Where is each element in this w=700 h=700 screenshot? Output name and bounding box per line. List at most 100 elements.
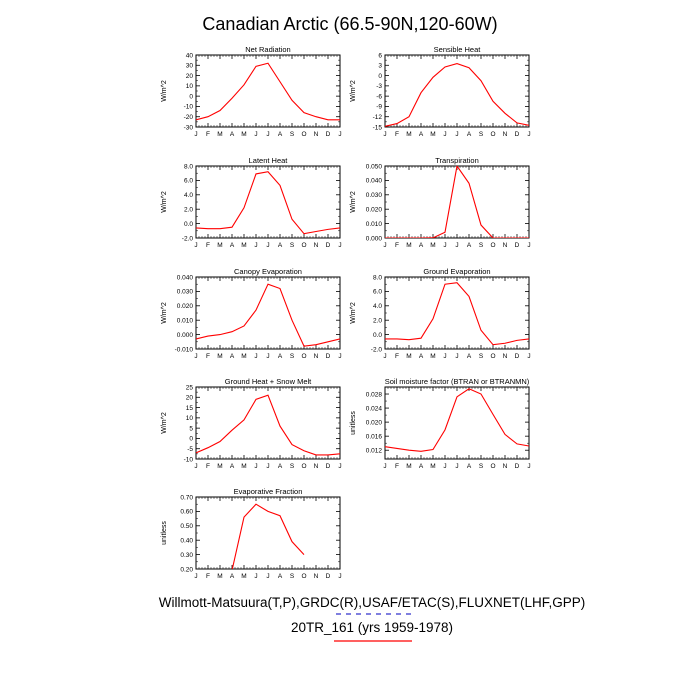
x-tick-label: J bbox=[254, 353, 257, 360]
y-axis-label: W/m^2 bbox=[350, 302, 357, 324]
y-tick-label: -10 bbox=[184, 456, 194, 463]
x-tick-label: M bbox=[241, 353, 246, 360]
x-tick-label: S bbox=[290, 242, 295, 249]
x-tick-label: D bbox=[515, 463, 520, 470]
x-tick-label: J bbox=[455, 131, 458, 138]
x-tick-label: J bbox=[383, 353, 386, 360]
y-tick-label: 6.0 bbox=[184, 178, 193, 185]
x-tick-label: M bbox=[406, 131, 411, 138]
y-tick-label: -6 bbox=[376, 93, 382, 100]
x-tick-label: J bbox=[338, 131, 341, 138]
x-tick-label: M bbox=[217, 131, 222, 138]
x-tick-label: D bbox=[515, 353, 520, 360]
plot-frame bbox=[195, 276, 341, 350]
y-tick-label: 0.040 bbox=[177, 274, 194, 281]
x-tick-label: F bbox=[395, 131, 399, 138]
x-tick-label: A bbox=[230, 131, 235, 138]
x-tick-label: A bbox=[467, 353, 472, 360]
y-tick-label: 8.0 bbox=[184, 163, 193, 170]
y-tick-label: 0.020 bbox=[366, 207, 383, 214]
plot-frame bbox=[384, 276, 530, 350]
x-tick-label: M bbox=[217, 242, 222, 249]
x-tick-label: J bbox=[338, 242, 341, 249]
x-tick-label: A bbox=[419, 131, 424, 138]
y-tick-label: 40 bbox=[186, 52, 194, 59]
plot-frame bbox=[384, 54, 530, 128]
y-tick-label: 5 bbox=[189, 425, 193, 432]
y-tick-label: 0.40 bbox=[180, 538, 193, 545]
y-tick-label: 3 bbox=[378, 63, 382, 70]
x-tick-label: J bbox=[266, 573, 269, 580]
x-tick-label: J bbox=[455, 242, 458, 249]
panel-title: Ground Evaporation bbox=[423, 267, 490, 276]
y-tick-label: 25 bbox=[186, 384, 194, 391]
panel-title: Ground Heat + Snow Melt bbox=[225, 377, 312, 386]
x-tick-label: J bbox=[266, 242, 269, 249]
y-tick-label: 0.050 bbox=[366, 163, 383, 170]
x-tick-label: N bbox=[503, 353, 508, 360]
y-axis-label: W/m^2 bbox=[161, 191, 168, 213]
y-tick-label: 30 bbox=[186, 63, 194, 70]
y-tick-label: -9 bbox=[376, 104, 382, 111]
series-line bbox=[196, 394, 340, 456]
y-tick-label: 0.030 bbox=[177, 289, 194, 296]
y-tick-label: 4.0 bbox=[184, 192, 193, 199]
x-tick-label: A bbox=[230, 463, 235, 470]
series-line bbox=[231, 503, 305, 569]
y-tick-label: 0.024 bbox=[366, 405, 383, 412]
x-tick-label: A bbox=[278, 353, 283, 360]
x-tick-label: F bbox=[206, 353, 210, 360]
x-tick-label: F bbox=[206, 131, 210, 138]
x-tick-label: D bbox=[326, 463, 331, 470]
y-tick-label: -30 bbox=[184, 124, 194, 131]
panel-title: Latent Heat bbox=[249, 156, 289, 165]
x-tick-label: M bbox=[241, 131, 246, 138]
x-tick-label: O bbox=[490, 131, 495, 138]
y-tick-label: 0.010 bbox=[177, 318, 194, 325]
panel-title: Canopy Evaporation bbox=[234, 267, 302, 276]
series-line bbox=[385, 62, 529, 127]
y-tick-label: 0.028 bbox=[366, 391, 383, 398]
x-tick-label: M bbox=[217, 463, 222, 470]
series-line bbox=[385, 282, 529, 346]
x-tick-label: J bbox=[443, 353, 446, 360]
y-axis-label: W/m^2 bbox=[161, 302, 168, 324]
x-tick-label: S bbox=[479, 463, 484, 470]
x-tick-label: O bbox=[301, 463, 306, 470]
x-tick-label: M bbox=[430, 463, 435, 470]
y-tick-label: -12 bbox=[373, 114, 383, 121]
x-tick-label: M bbox=[406, 242, 411, 249]
x-tick-label: D bbox=[326, 131, 331, 138]
x-tick-label: J bbox=[527, 242, 530, 249]
x-tick-label: M bbox=[217, 573, 222, 580]
x-tick-label: A bbox=[278, 242, 283, 249]
panel-title: Net Radiation bbox=[245, 45, 290, 54]
y-tick-label: -20 bbox=[184, 114, 194, 121]
y-tick-label: -10 bbox=[184, 104, 194, 111]
plot-frame bbox=[195, 386, 341, 460]
x-tick-label: O bbox=[490, 353, 495, 360]
x-tick-label: S bbox=[479, 353, 484, 360]
y-tick-label: 20 bbox=[186, 73, 194, 80]
x-tick-label: M bbox=[406, 353, 411, 360]
x-tick-label: J bbox=[194, 353, 197, 360]
panel-title: Sensible Heat bbox=[434, 45, 482, 54]
y-tick-label: 6.0 bbox=[373, 289, 382, 296]
x-tick-label: N bbox=[503, 463, 508, 470]
y-tick-label: 0.60 bbox=[180, 509, 193, 516]
x-tick-label: D bbox=[326, 353, 331, 360]
x-tick-label: J bbox=[254, 242, 257, 249]
x-tick-label: N bbox=[314, 353, 319, 360]
x-tick-label: A bbox=[230, 242, 235, 249]
x-tick-label: A bbox=[278, 573, 283, 580]
x-tick-label: N bbox=[314, 463, 319, 470]
x-tick-label: A bbox=[419, 242, 424, 249]
x-tick-label: J bbox=[194, 463, 197, 470]
